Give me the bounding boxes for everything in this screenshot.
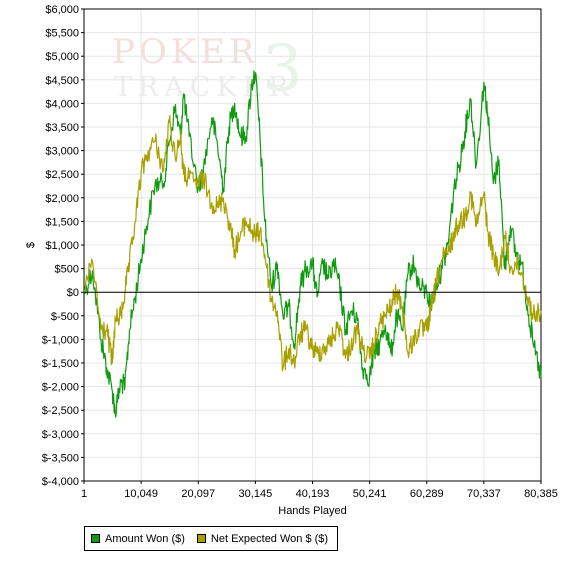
x-axis-title: Hands Played: [278, 505, 347, 517]
y-tick-label: $-500: [51, 311, 79, 323]
x-tick-label: 70,337: [467, 488, 501, 500]
y-tick-label: $4,000: [45, 98, 79, 110]
grid-lines: [83, 8, 542, 482]
x-tick-label: 30,145: [239, 488, 273, 500]
y-tick-label: $4,500: [45, 75, 79, 87]
y-tick-label: $3,000: [45, 146, 79, 158]
x-tick-label: 1: [81, 488, 87, 500]
watermark-logo: POKER TRACKER 3: [112, 32, 303, 106]
y-tick-label: $-1,000: [42, 334, 79, 346]
y-tick-label: $0: [67, 287, 79, 299]
x-tick-label: 50,241: [353, 488, 387, 500]
y-tick-label: $-2,000: [42, 382, 79, 394]
x-tick-label: 80,385: [524, 488, 558, 500]
legend-swatch-net-expected-won: [196, 534, 206, 543]
x-tick-label: 40,193: [296, 488, 330, 500]
x-tick-label: 60,289: [410, 488, 444, 500]
y-tick-label: $3,500: [45, 122, 79, 134]
legend-label-amount-won: Amount Won ($): [105, 532, 185, 545]
y-tick-label: $500: [55, 264, 79, 276]
y-tick-label: $2,000: [45, 193, 79, 205]
y-tick-label: $1,000: [45, 240, 79, 252]
y-tick-label: $1,500: [45, 216, 79, 228]
series-line-1: [83, 114, 542, 372]
y-tick-label: $6,000: [45, 4, 79, 16]
series-line-0: [83, 70, 542, 418]
y-tick-label: $5,000: [45, 51, 79, 63]
legend-item-amount-won: Amount Won ($): [91, 533, 185, 545]
y-tick-label: $-3,500: [42, 452, 79, 464]
y-tick-label: $-4,000: [42, 476, 79, 488]
legend-swatch-amount-won: [91, 534, 100, 543]
y-axis-title: $: [25, 242, 37, 248]
x-axis-ticks: 1 10,049 20,097 30,145 40,193 50,241 60,289 70,…: [81, 481, 558, 500]
y-tick-label: $-3,000: [42, 429, 79, 441]
legend: Amount Won ($) Net Expected Won $ ($): [84, 526, 338, 551]
watermark-mark: 3: [262, 32, 303, 106]
x-tick-label: 10,049: [124, 488, 158, 500]
y-axis-ticks: $6,000 $5,500 $5,000 $4,500 $4,000 $3,500 $3,0…: [42, 4, 84, 488]
series-layer: [83, 70, 542, 418]
watermark-line2: TRACKER: [114, 72, 295, 103]
x-tick-label: 20,097: [181, 488, 215, 500]
legend-item-net-expected-won: Net Expected Won $ ($): [196, 532, 329, 545]
y-tick-label: $5,500: [45, 28, 79, 40]
legend-label-net-expected-won: Net Expected Won $ ($): [210, 532, 329, 545]
y-tick-label: $-1,500: [42, 358, 79, 370]
y-tick-label: $2,500: [45, 169, 79, 181]
watermark-line1: POKER: [112, 32, 259, 72]
y-tick-label: $-2,500: [42, 405, 79, 417]
